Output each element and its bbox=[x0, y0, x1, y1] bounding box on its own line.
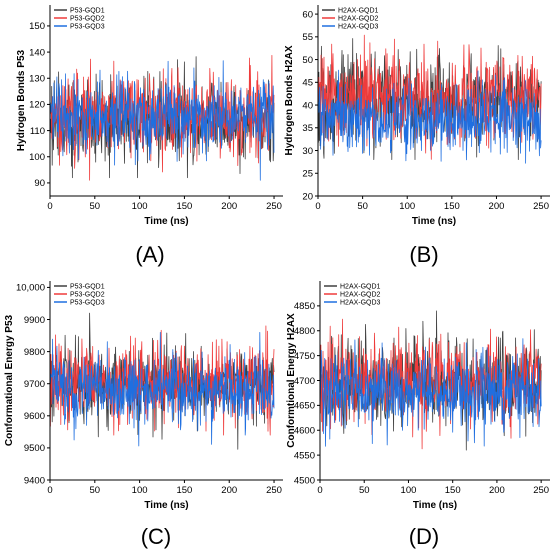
panel-label: (C) bbox=[141, 524, 172, 549]
legend-entry: H2AX-GQD1 bbox=[340, 284, 381, 291]
x-tick-label: 50 bbox=[357, 201, 368, 212]
y-tick-label: 4600 bbox=[294, 426, 315, 437]
y-tick-label: 9800 bbox=[24, 347, 45, 358]
x-tick-label: 0 bbox=[47, 485, 52, 496]
y-tick-label: 150 bbox=[29, 21, 45, 32]
x-tick-label: 200 bbox=[489, 485, 505, 496]
x-tick-label: 0 bbox=[47, 201, 52, 212]
y-tick-label: 4850 bbox=[294, 301, 315, 312]
panel-label: (A) bbox=[135, 242, 164, 267]
legend-entry: P53-GQD2 bbox=[70, 292, 105, 299]
y-axis-title: Hydrogen Bonds H2AX bbox=[284, 45, 295, 155]
legend-entry: H2AX-GQD3 bbox=[340, 300, 381, 307]
y-tick-label: 90 bbox=[34, 178, 45, 189]
y-tick-label: 9600 bbox=[24, 411, 45, 422]
y-tick-label: 30 bbox=[302, 146, 313, 157]
x-axis-title: Time (ns) bbox=[413, 500, 457, 511]
chart-panel-b: 0 50 100 150 200 250 20 25 30 35 40 45 50 55 60 Time (n… bbox=[284, 5, 550, 267]
x-tick-label: 150 bbox=[176, 485, 192, 496]
x-tick-label: 250 bbox=[266, 201, 282, 212]
x-axis-title: Time (ns) bbox=[412, 216, 456, 227]
y-tick-label: 140 bbox=[29, 47, 45, 58]
chart-panel-d: 0 50 100 150 200 250 4500 4550 4600 4650 4700 4750 4… bbox=[286, 281, 550, 549]
legend-entry: P53-GQD3 bbox=[70, 300, 105, 307]
y-tick-label: 130 bbox=[29, 74, 45, 85]
x-tick-label: 50 bbox=[359, 485, 370, 496]
x-tick-label: 100 bbox=[401, 485, 417, 496]
legend-entry: P53-GQD1 bbox=[70, 8, 105, 15]
y-tick-label: 4750 bbox=[294, 351, 315, 362]
y-tick-label: 100 bbox=[29, 152, 45, 163]
series-line-h2ax-gqd3 bbox=[318, 69, 542, 164]
y-tick-label: 9400 bbox=[24, 475, 45, 486]
y-tick-label: 25 bbox=[302, 169, 313, 180]
x-tick-label: 50 bbox=[90, 485, 101, 496]
legend-entry: P53-GQD2 bbox=[70, 16, 105, 23]
x-tick-label: 100 bbox=[399, 201, 415, 212]
y-tick-label: 9700 bbox=[24, 379, 45, 390]
chart-panel-c: 0 50 100 150 200 250 9400 9500 9600 9700 9800 9900 1… bbox=[4, 281, 283, 549]
y-tick-label: 4550 bbox=[294, 450, 315, 461]
x-tick-label: 50 bbox=[90, 201, 101, 212]
y-axis-title: Conformtional Energy H2AX bbox=[286, 313, 297, 448]
y-tick-label: 60 bbox=[302, 9, 313, 20]
y-tick-label: 50 bbox=[302, 55, 313, 66]
panel-label: (B) bbox=[409, 242, 438, 267]
legend-entry: H2AX-GQD3 bbox=[338, 24, 379, 31]
y-tick-label: 35 bbox=[302, 123, 313, 134]
y-axis-title: Hydrogen Bonds P53 bbox=[16, 50, 27, 152]
y-tick-label: 40 bbox=[302, 100, 313, 111]
y-tick-label: 4700 bbox=[294, 376, 315, 387]
y-tick-label: 4650 bbox=[294, 401, 315, 412]
series-line-h2ax-gqd3 bbox=[320, 338, 542, 447]
x-tick-label: 250 bbox=[533, 485, 549, 496]
x-axis-title: Time (ns) bbox=[144, 500, 188, 511]
legend-entry: P53-GQD1 bbox=[70, 284, 105, 291]
legend-entry: H2AX-GQD1 bbox=[338, 8, 379, 15]
y-tick-label: 120 bbox=[29, 100, 45, 111]
x-tick-label: 150 bbox=[445, 485, 461, 496]
x-tick-label: 100 bbox=[132, 201, 148, 212]
x-tick-label: 200 bbox=[221, 485, 237, 496]
y-tick-label: 20 bbox=[302, 191, 313, 202]
series-line-p53-gqd3 bbox=[50, 331, 275, 447]
x-tick-label: 250 bbox=[533, 201, 549, 212]
legend-entry: H2AX-GQD2 bbox=[340, 292, 381, 299]
y-tick-label: 4800 bbox=[294, 326, 315, 337]
x-tick-label: 250 bbox=[266, 485, 282, 496]
series-line-p53-gqd3 bbox=[50, 60, 275, 181]
y-tick-label: 55 bbox=[302, 32, 313, 43]
series-line-h2ax-gqd2 bbox=[318, 34, 542, 160]
panel-label: (D) bbox=[409, 524, 440, 549]
x-tick-label: 0 bbox=[315, 201, 320, 212]
x-tick-label: 0 bbox=[317, 485, 322, 496]
y-tick-label: 9500 bbox=[24, 443, 45, 454]
y-tick-label: 10,000 bbox=[16, 283, 45, 294]
y-axis-title: Conformational Energy P53 bbox=[4, 314, 15, 446]
x-axis-title: Time (ns) bbox=[144, 216, 188, 227]
x-tick-label: 200 bbox=[221, 201, 237, 212]
x-tick-label: 200 bbox=[489, 201, 505, 212]
x-tick-label: 100 bbox=[132, 485, 148, 496]
chart-panel-a: 0 50 100 150 200 250 90 100 110 120 130 140 150 Time … bbox=[16, 5, 283, 267]
y-tick-label: 9900 bbox=[24, 315, 45, 326]
legend-entry: P53-GQD3 bbox=[70, 24, 105, 31]
x-tick-label: 150 bbox=[176, 201, 192, 212]
y-tick-label: 45 bbox=[302, 78, 313, 89]
x-tick-label: 150 bbox=[444, 201, 460, 212]
y-tick-label: 110 bbox=[30, 126, 45, 137]
legend-entry: H2AX-GQD2 bbox=[338, 16, 379, 23]
y-tick-label: 4500 bbox=[294, 475, 315, 486]
